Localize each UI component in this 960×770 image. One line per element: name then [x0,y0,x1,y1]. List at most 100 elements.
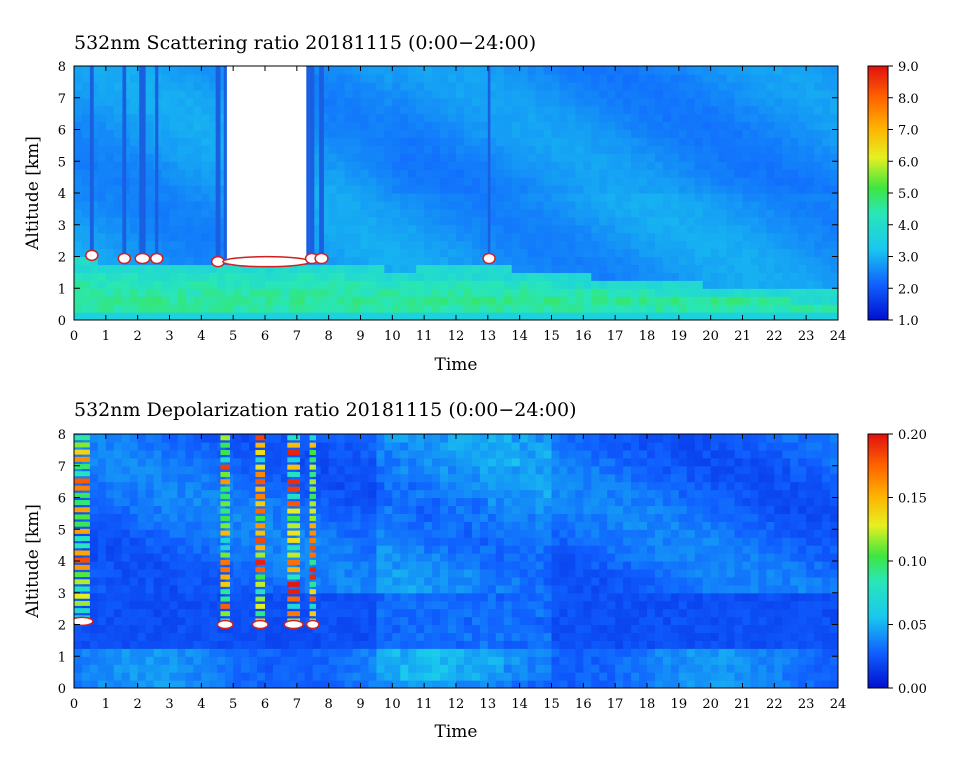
x-tick-label: 13 [480,329,497,344]
x-tick-label: 17 [607,697,624,712]
colorbar-tick-label: 0.15 [898,492,927,507]
depolarization-ratio-field [74,434,838,688]
y-tick-label: 0 [58,314,66,329]
y-axis-label: Altitude [km] [23,136,43,251]
colorbar-tick-label: 6.0 [898,155,919,170]
y-tick-label: 7 [58,460,66,475]
colorbar-tick-label: 8.0 [898,92,919,107]
x-tick-label: 10 [384,697,401,712]
colorbar-tick-label: 9.0 [898,60,919,75]
x-tick-label: 23 [798,329,815,344]
x-tick-label: 1 [102,329,110,344]
x-tick-label: 12 [448,329,465,344]
y-tick-label: 0 [58,682,66,697]
x-tick-label: 16 [575,329,592,344]
x-tick-label: 19 [671,329,688,344]
colorbar-ticks: 1.0 2.0 3.0 4.0 5.0 6.0 7.0 8.0 9.0 [888,60,919,329]
y-tick-label: 4 [58,555,66,570]
colorbar-tick-label: 0.10 [898,555,927,570]
colorbar-tick-label: 0.00 [898,682,927,697]
x-tick-label: 16 [575,697,592,712]
x-tick-label: 14 [511,329,528,344]
y-tick-label: 8 [58,60,66,75]
y-tick-label: 1 [58,282,66,297]
y-tick-label: 3 [58,587,66,602]
x-tick-label: 4 [197,329,205,344]
x-tick-label: 11 [416,697,433,712]
x-tick-label: 23 [798,697,815,712]
x-tick-label: 20 [702,697,719,712]
x-tick-label: 7 [293,697,301,712]
x-tick-label: 6 [261,697,269,712]
colorbar-tick-label: 7.0 [898,124,919,139]
x-tick-label: 1 [102,697,110,712]
x-tick-label: 10 [384,329,401,344]
x-tick-label: 3 [165,697,173,712]
x-tick-label: 17 [607,329,624,344]
x-tick-label: 21 [734,697,751,712]
colorbar-tick-label: 0.20 [898,428,927,443]
y-tick-label: 5 [58,523,66,538]
y-tick-label: 1 [58,650,66,665]
x-tick-label: 2 [134,329,142,344]
colorbar-tick-label: 3.0 [898,251,919,266]
scattering-ratio-panel: 532nm Scattering ratio 20181115 (0:00−24… [23,32,919,375]
x-tick-label: 5 [229,329,237,344]
y-tick-label: 3 [58,219,66,234]
x-tick-label: 14 [511,697,528,712]
colorbar [867,433,889,689]
x-tick-label: 5 [229,697,237,712]
y-tick-label: 8 [58,428,66,443]
x-tick-label: 15 [543,329,560,344]
x-tick-label: 7 [293,329,301,344]
x-axis: 0 1 2 3 4 5 6 7 8 9 10 11 12 13 14 15 16 17 18 19 20 21 22 23 24 [70,66,846,344]
colorbar-tick-label: 0.05 [898,619,927,634]
y-tick-label: 7 [58,92,66,107]
y-tick-label: 2 [58,251,66,266]
x-tick-label: 22 [766,329,783,344]
x-axis-label: Time [435,722,478,742]
x-tick-label: 21 [734,329,751,344]
y-axis-label: Altitude [km] [23,504,43,619]
y-tick-label: 4 [58,187,66,202]
x-tick-label: 9 [356,697,364,712]
chart-title: 532nm Depolarization ratio 20181115 (0:0… [74,399,576,421]
colorbar-tick-label: 2.0 [898,282,919,297]
x-tick-label: 8 [325,697,333,712]
y-tick-label: 6 [58,492,66,507]
depolarization-ratio-panel: 532nm Depolarization ratio 20181115 (0:0… [23,399,927,742]
x-tick-label: 9 [356,329,364,344]
x-axis: 0 1 2 3 4 5 6 7 8 9 10 11 12 13 14 15 16 17 18 19 20 21 22 23 24 [70,434,846,712]
x-tick-label: 13 [480,697,497,712]
chart-title: 532nm Scattering ratio 20181115 (0:00−24… [74,32,536,54]
x-axis-label: Time [435,355,478,375]
x-tick-label: 0 [70,697,78,712]
scattering-ratio-field [74,66,838,320]
x-tick-label: 4 [197,697,205,712]
x-tick-label: 24 [830,329,847,344]
x-tick-label: 6 [261,329,269,344]
x-tick-label: 24 [830,697,847,712]
y-tick-label: 2 [58,619,66,634]
x-tick-label: 8 [325,329,333,344]
x-tick-label: 15 [543,697,560,712]
colorbar-tick-label: 4.0 [898,219,919,234]
y-tick-label: 5 [58,155,66,170]
y-tick-label: 6 [58,124,66,139]
x-tick-label: 0 [70,329,78,344]
y-axis: 0 1 2 3 4 5 6 7 8 [58,60,838,329]
x-tick-label: 19 [671,697,688,712]
x-tick-label: 11 [416,329,433,344]
x-tick-label: 2 [134,697,142,712]
colorbar-tick-label: 5.0 [898,187,919,202]
x-tick-label: 20 [702,329,719,344]
colorbar-tick-label: 1.0 [898,314,919,329]
x-tick-label: 22 [766,697,783,712]
colorbar-ticks: 0.00 0.05 0.10 0.15 0.20 [888,428,927,697]
y-axis: 0 1 2 3 4 5 6 7 8 [58,428,838,697]
x-tick-label: 18 [639,329,656,344]
x-tick-label: 3 [165,329,173,344]
x-tick-label: 12 [448,697,465,712]
x-tick-label: 18 [639,697,656,712]
